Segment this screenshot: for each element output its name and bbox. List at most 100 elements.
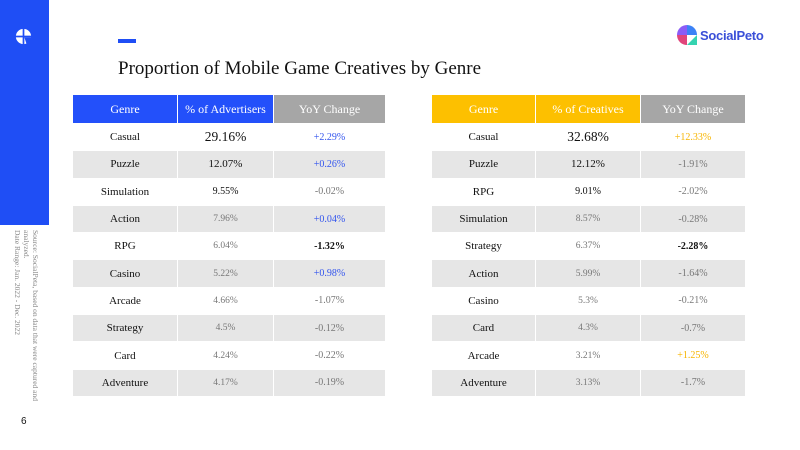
table-row: Casino 5.22% +0.98% xyxy=(73,259,385,287)
creatives-table: Genre % of Creatives YoY Change Casual 32… xyxy=(431,95,746,396)
change-cell: -0.22% xyxy=(274,341,385,368)
brand-name: SocialPeto xyxy=(700,27,764,43)
value-cell: 7.96% xyxy=(178,204,273,233)
value-cell: 5.3% xyxy=(536,286,640,314)
change-cell: -1.7% xyxy=(641,368,745,396)
table-row: Adventure 3.13% -1.7% xyxy=(432,368,745,396)
value-cell: 5.99% xyxy=(536,259,640,287)
change-cell: -0.28% xyxy=(641,204,745,233)
value-cell: 3.21% xyxy=(536,341,640,368)
source-line: Source: SocialPeta, based on data that w… xyxy=(22,230,40,401)
genre-cell: Casino xyxy=(73,259,177,287)
change-cell: -0.02% xyxy=(274,177,385,205)
value-cell: 32.68% xyxy=(536,123,640,150)
socialpeta-logo-icon xyxy=(677,25,697,45)
date-range-line: Date Range: Jan. 2022 - Dec. 2022 xyxy=(13,230,22,335)
sidebar xyxy=(0,0,49,225)
table-row: Card 4.3% -0.7% xyxy=(432,314,745,342)
genre-cell: Card xyxy=(73,341,177,368)
table-row: Card 4.24% -0.22% xyxy=(73,341,385,368)
table-row: Action 7.96% +0.04% xyxy=(73,204,385,233)
change-cell: -2.28% xyxy=(641,232,745,259)
value-cell: 4.3% xyxy=(536,314,640,342)
genre-cell: Card xyxy=(432,314,535,342)
change-cell: -0.12% xyxy=(274,314,385,342)
value-cell: 6.04% xyxy=(178,232,273,259)
change-cell: -2.02% xyxy=(641,177,745,205)
table-row: Simulation 8.57% -0.28% xyxy=(432,204,745,233)
value-cell: 5.22% xyxy=(178,259,273,287)
genre-cell: Casino xyxy=(432,286,535,314)
genre-cell: Adventure xyxy=(73,368,177,396)
advertisers-table: Genre % of Advertisers YoY Change Casual… xyxy=(72,95,386,396)
change-cell: -1.32% xyxy=(274,232,385,259)
change-cell: -0.19% xyxy=(274,368,385,396)
value-cell: 29.16% xyxy=(178,123,273,150)
table-row: Simulation 9.55% -0.02% xyxy=(73,177,385,205)
change-cell: +0.04% xyxy=(274,204,385,233)
change-cell: -0.21% xyxy=(641,286,745,314)
genre-cell: Arcade xyxy=(73,286,177,314)
logo-icon xyxy=(15,28,32,45)
table-row: Arcade 3.21% +1.25% xyxy=(432,341,745,368)
value-cell: 8.57% xyxy=(536,204,640,233)
change-cell: +12.33% xyxy=(641,123,745,150)
value-cell: 4.17% xyxy=(178,368,273,396)
header-yoy-change: YoY Change xyxy=(274,95,385,123)
genre-cell: Simulation xyxy=(432,204,535,233)
page-title: Proportion of Mobile Game Creatives by G… xyxy=(118,58,482,79)
genre-cell: RPG xyxy=(432,177,535,205)
source-note: Source: SocialPeta, based on data that w… xyxy=(13,230,40,410)
value-cell: 12.12% xyxy=(536,150,640,178)
change-cell: -1.91% xyxy=(641,150,745,178)
table-row: Arcade 4.66% -1.07% xyxy=(73,286,385,314)
table-row: Adventure 4.17% -0.19% xyxy=(73,368,385,396)
table-row: Casual 29.16% +2.29% xyxy=(73,123,385,150)
genre-cell: Simulation xyxy=(73,177,177,205)
table-row: Puzzle 12.07% +0.26% xyxy=(73,150,385,178)
genre-cell: Action xyxy=(73,204,177,233)
change-cell: +1.25% xyxy=(641,341,745,368)
value-cell: 4.5% xyxy=(178,314,273,342)
table-header: Genre % of Advertisers YoY Change xyxy=(73,95,385,123)
title-accent-bar xyxy=(118,39,136,43)
change-cell: -1.64% xyxy=(641,259,745,287)
genre-cell: Strategy xyxy=(73,314,177,342)
header-yoy-change: YoY Change xyxy=(641,95,745,123)
value-cell: 3.13% xyxy=(536,368,640,396)
table-row: RPG 6.04% -1.32% xyxy=(73,232,385,259)
genre-cell: Casual xyxy=(432,123,535,150)
header-percent-advertisers: % of Advertisers xyxy=(178,95,273,123)
genre-cell: Arcade xyxy=(432,341,535,368)
genre-cell: Puzzle xyxy=(73,150,177,178)
table-row: RPG 9.01% -2.02% xyxy=(432,177,745,205)
value-cell: 6.37% xyxy=(536,232,640,259)
genre-cell: Strategy xyxy=(432,232,535,259)
change-cell: -1.07% xyxy=(274,286,385,314)
genre-cell: Action xyxy=(432,259,535,287)
header-percent-creatives: % of Creatives xyxy=(536,95,640,123)
table-row: Casino 5.3% -0.21% xyxy=(432,286,745,314)
value-cell: 9.55% xyxy=(178,177,273,205)
table-row: Strategy 4.5% -0.12% xyxy=(73,314,385,342)
change-cell: -0.7% xyxy=(641,314,745,342)
table-row: Casual 32.68% +12.33% xyxy=(432,123,745,150)
brand-logo: SocialPeto xyxy=(676,24,764,46)
page-number: 6 xyxy=(21,416,27,427)
change-cell: +0.98% xyxy=(274,259,385,287)
table-row: Puzzle 12.12% -1.91% xyxy=(432,150,745,178)
header-genre: Genre xyxy=(432,95,535,123)
value-cell: 9.01% xyxy=(536,177,640,205)
genre-cell: RPG xyxy=(73,232,177,259)
genre-cell: Adventure xyxy=(432,368,535,396)
change-cell: +2.29% xyxy=(274,123,385,150)
table-row: Strategy 6.37% -2.28% xyxy=(432,232,745,259)
genre-cell: Casual xyxy=(73,123,177,150)
change-cell: +0.26% xyxy=(274,150,385,178)
genre-cell: Puzzle xyxy=(432,150,535,178)
table-row: Action 5.99% -1.64% xyxy=(432,259,745,287)
value-cell: 12.07% xyxy=(178,150,273,178)
header-genre: Genre xyxy=(73,95,177,123)
table-header: Genre % of Creatives YoY Change xyxy=(432,95,745,123)
value-cell: 4.66% xyxy=(178,286,273,314)
